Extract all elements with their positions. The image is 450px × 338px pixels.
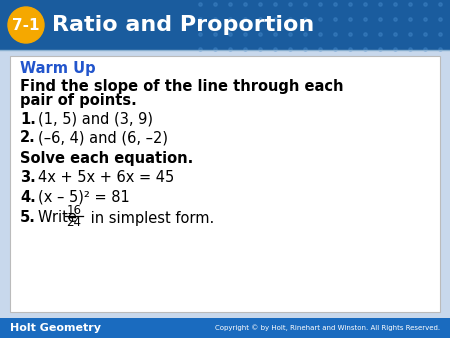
- Text: 24: 24: [67, 217, 81, 230]
- FancyBboxPatch shape: [10, 56, 440, 312]
- Text: pair of points.: pair of points.: [20, 93, 137, 107]
- Text: 5.: 5.: [20, 211, 36, 225]
- Text: 4.: 4.: [20, 190, 36, 204]
- Text: 2.: 2.: [20, 130, 36, 145]
- FancyBboxPatch shape: [0, 318, 450, 338]
- Text: Write: Write: [38, 211, 81, 225]
- Text: (x – 5)² = 81: (x – 5)² = 81: [38, 190, 130, 204]
- Text: (–6, 4) and (6, –2): (–6, 4) and (6, –2): [38, 130, 168, 145]
- Text: (1, 5) and (3, 9): (1, 5) and (3, 9): [38, 112, 153, 126]
- Text: Holt Geometry: Holt Geometry: [10, 323, 101, 333]
- Text: in simplest form.: in simplest form.: [86, 211, 214, 225]
- Text: 4x + 5x + 6x = 45: 4x + 5x + 6x = 45: [38, 170, 174, 186]
- Text: 3.: 3.: [20, 170, 36, 186]
- Text: Find the slope of the line through each: Find the slope of the line through each: [20, 78, 343, 94]
- Text: Solve each equation.: Solve each equation.: [20, 151, 193, 167]
- Circle shape: [8, 7, 44, 43]
- Text: 16: 16: [67, 204, 81, 217]
- Text: 7-1: 7-1: [12, 18, 40, 32]
- Text: Ratio and Proportion: Ratio and Proportion: [52, 15, 314, 35]
- Text: Warm Up: Warm Up: [20, 62, 95, 76]
- Text: 1.: 1.: [20, 112, 36, 126]
- Text: Copyright © by Holt, Rinehart and Winston. All Rights Reserved.: Copyright © by Holt, Rinehart and Winsto…: [215, 325, 440, 331]
- FancyBboxPatch shape: [0, 0, 450, 50]
